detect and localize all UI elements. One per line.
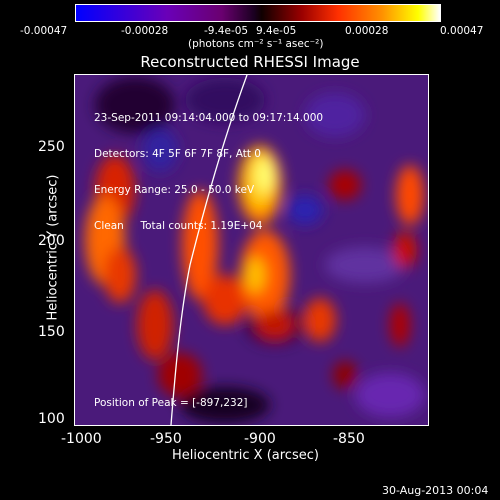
observation-info: 23-Sep-2011 09:14:04.000 to 09:17:14.000…	[94, 88, 323, 244]
x-tick: -850	[333, 431, 365, 447]
clean-counts: Clean Total counts: 1.19E+04	[94, 220, 263, 232]
colorbar-tick: 9.4e-05	[256, 25, 297, 37]
y-axis-label: Heliocentric Y (arcsec)	[45, 174, 61, 321]
y-tick: 100	[38, 411, 65, 427]
colorbar	[75, 4, 441, 22]
colorbar-tick: -0.00047	[20, 25, 68, 37]
time-range: 23-Sep-2011 09:14:04.000 to 09:17:14.000	[94, 112, 324, 124]
colorbar-units: (photons cm⁻² s⁻¹ asec⁻²)	[188, 38, 324, 50]
colorbar-tick: 0.00047	[440, 25, 484, 37]
colorbar-tick: -0.00028	[121, 25, 169, 37]
y-tick: 200	[38, 233, 65, 249]
peak-position: Position of Peak = [-897,232]	[94, 397, 248, 409]
detectors: Detectors: 4F 5F 6F 7F 8F, Att 0	[94, 148, 261, 160]
x-tick: -900	[244, 431, 276, 447]
rhessi-image-map	[75, 75, 428, 425]
creation-date: 30-Aug-2013 00:04	[382, 484, 489, 497]
colorbar-tick: -9.4e-05	[204, 25, 249, 37]
colorbar-tick: 0.00028	[345, 25, 389, 37]
energy-range: Energy Range: 25.0 - 50.0 keV	[94, 184, 255, 196]
x-tick: -1000	[61, 431, 102, 447]
rhessi-image	[74, 74, 429, 426]
y-tick: 150	[38, 324, 65, 340]
x-axis-label: Heliocentric X (arcsec)	[172, 448, 319, 463]
y-tick: 250	[38, 139, 65, 155]
x-tick: -950	[150, 431, 182, 447]
plot-title: Reconstructed RHESSI Image	[140, 53, 360, 71]
